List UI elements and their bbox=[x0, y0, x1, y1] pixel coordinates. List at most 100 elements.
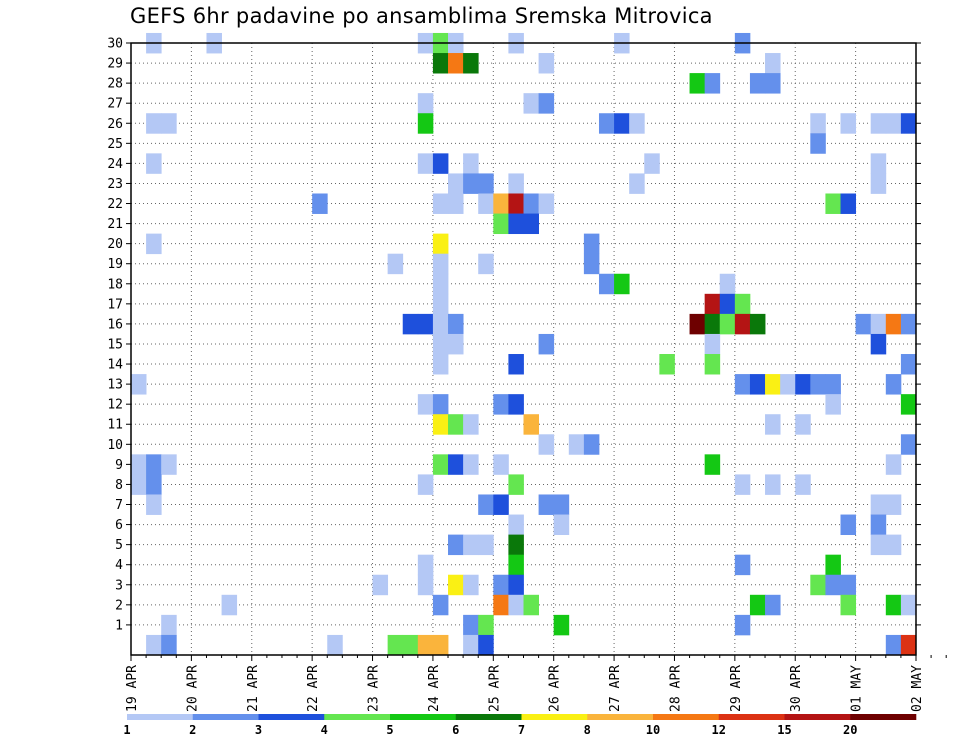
precip-cell bbox=[463, 634, 479, 656]
precip-cell bbox=[840, 113, 857, 134]
x-tick-label: 24 APR bbox=[427, 665, 442, 712]
x-tick-label: 02 MAY bbox=[910, 665, 925, 712]
precip-cell bbox=[870, 534, 887, 556]
precip-cell bbox=[432, 293, 449, 315]
precip-cell bbox=[810, 374, 826, 395]
precip-cell bbox=[463, 53, 479, 74]
precip-cell bbox=[161, 614, 177, 636]
colorbar-segment bbox=[784, 714, 851, 720]
precip-cell bbox=[493, 494, 509, 515]
precip-cell bbox=[417, 474, 434, 495]
precip-cell bbox=[417, 394, 434, 415]
y-tick-label: 23 bbox=[107, 177, 123, 192]
precip-cell bbox=[417, 313, 434, 335]
x-tick-label: 30 APR bbox=[789, 665, 804, 712]
precip-cell bbox=[840, 193, 857, 214]
precip-cell bbox=[448, 414, 464, 435]
precip-cell bbox=[131, 454, 147, 475]
precip-cell bbox=[734, 614, 751, 636]
precip-cell bbox=[538, 434, 555, 455]
precip-cell bbox=[840, 594, 857, 616]
precip-cell bbox=[478, 193, 494, 214]
y-tick-label: 8 bbox=[115, 478, 123, 493]
precip-cell bbox=[704, 73, 721, 94]
precip-cell bbox=[432, 153, 449, 174]
precip-cell bbox=[387, 634, 404, 656]
precip-cell bbox=[749, 594, 766, 616]
y-tick-label: 24 bbox=[107, 157, 123, 172]
precip-cell bbox=[448, 173, 464, 194]
colorbar-label: 3 bbox=[255, 723, 262, 737]
precip-cell bbox=[825, 554, 841, 576]
precip-cell bbox=[448, 574, 464, 596]
precip-cell bbox=[402, 634, 419, 656]
colorbar-label: 10 bbox=[646, 723, 660, 737]
precip-cell bbox=[523, 414, 539, 435]
precip-cell bbox=[825, 193, 841, 214]
precip-cell bbox=[432, 634, 449, 656]
precip-cell bbox=[448, 53, 464, 74]
precip-cell bbox=[885, 313, 902, 335]
precip-cell bbox=[432, 414, 449, 435]
x-tick-label: 22 APR bbox=[306, 665, 321, 712]
colorbar-label: 6 bbox=[452, 723, 459, 737]
y-tick-label: 3 bbox=[115, 578, 123, 593]
precip-cell bbox=[448, 534, 464, 556]
colorbar-segment bbox=[192, 714, 259, 720]
precip-cell bbox=[689, 313, 706, 335]
precip-cell bbox=[523, 594, 539, 616]
precip-cell bbox=[538, 53, 555, 74]
y-tick-label: 26 bbox=[107, 117, 123, 132]
precip-cell bbox=[508, 394, 524, 415]
precip-cell bbox=[432, 454, 449, 475]
precip-cell bbox=[493, 594, 509, 616]
precip-cell bbox=[478, 173, 494, 194]
precip-cell bbox=[885, 534, 902, 556]
precip-cell bbox=[840, 514, 857, 536]
precip-cell bbox=[161, 634, 177, 656]
colorbar-segment bbox=[587, 714, 654, 720]
precip-cell bbox=[840, 574, 857, 596]
y-tick-label: 22 bbox=[107, 197, 123, 212]
precip-cell bbox=[478, 253, 494, 275]
precip-cell bbox=[448, 193, 464, 214]
precip-cell bbox=[161, 113, 177, 134]
colorbar-segment bbox=[850, 714, 917, 720]
precip-cell bbox=[463, 534, 479, 556]
chart-title: GEFS 6hr padavine po ansamblima Sremska … bbox=[130, 4, 713, 28]
y-tick-label: 18 bbox=[107, 277, 123, 292]
precip-cell bbox=[463, 173, 479, 194]
precip-cell bbox=[417, 153, 434, 174]
x-tick-label: 20 APR bbox=[185, 665, 200, 712]
precip-cell bbox=[508, 474, 524, 495]
precip-cell bbox=[417, 93, 434, 114]
precip-cell bbox=[146, 153, 162, 174]
precip-cell bbox=[508, 173, 524, 194]
x-tick-label: 25 APR bbox=[487, 665, 502, 712]
precip-cell bbox=[749, 374, 766, 395]
precip-cell bbox=[508, 574, 524, 596]
precip-cell bbox=[131, 474, 147, 495]
precip-cell bbox=[765, 374, 781, 395]
precip-cell bbox=[538, 93, 555, 114]
precip-cell bbox=[493, 213, 509, 235]
precip-cell bbox=[448, 454, 464, 475]
precip-cell bbox=[885, 494, 902, 515]
precip-cell bbox=[900, 113, 917, 134]
precip-cell bbox=[765, 73, 781, 94]
precip-cell bbox=[825, 394, 841, 415]
precip-cell bbox=[538, 193, 555, 214]
precip-cell bbox=[387, 253, 404, 275]
y-tick-label: 20 bbox=[107, 237, 123, 252]
colorbar-label: 12 bbox=[712, 723, 726, 737]
y-tick-label: 27 bbox=[107, 97, 123, 112]
precip-cell bbox=[432, 53, 449, 74]
precip-cell bbox=[598, 273, 615, 295]
precip-cell bbox=[734, 293, 751, 315]
precip-cell bbox=[508, 554, 524, 576]
precip-cell bbox=[553, 614, 570, 636]
precip-cell bbox=[463, 414, 479, 435]
y-tick-label: 7 bbox=[115, 498, 123, 513]
y-tick-label: 10 bbox=[107, 438, 123, 453]
